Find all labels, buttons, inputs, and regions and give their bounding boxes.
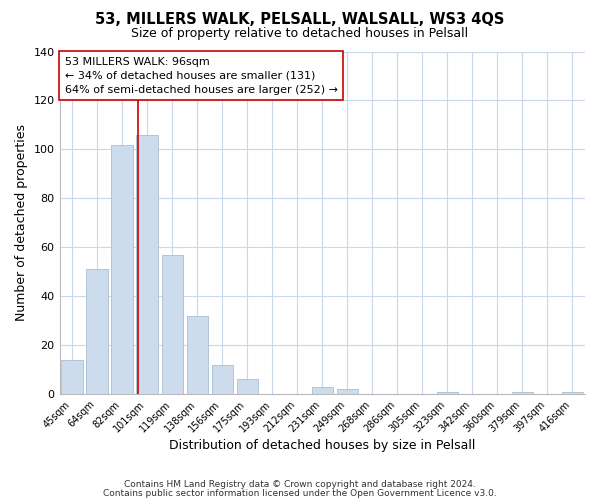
Text: Size of property relative to detached houses in Pelsall: Size of property relative to detached ho… bbox=[131, 28, 469, 40]
X-axis label: Distribution of detached houses by size in Pelsall: Distribution of detached houses by size … bbox=[169, 440, 475, 452]
Text: 53, MILLERS WALK, PELSALL, WALSALL, WS3 4QS: 53, MILLERS WALK, PELSALL, WALSALL, WS3 … bbox=[95, 12, 505, 28]
Bar bbox=[61, 360, 83, 394]
Bar bbox=[512, 392, 533, 394]
Bar bbox=[187, 316, 208, 394]
Y-axis label: Number of detached properties: Number of detached properties bbox=[15, 124, 28, 322]
Text: 53 MILLERS WALK: 96sqm
← 34% of detached houses are smaller (131)
64% of semi-de: 53 MILLERS WALK: 96sqm ← 34% of detached… bbox=[65, 56, 338, 94]
Bar bbox=[311, 387, 333, 394]
Bar bbox=[236, 380, 258, 394]
Text: Contains HM Land Registry data © Crown copyright and database right 2024.: Contains HM Land Registry data © Crown c… bbox=[124, 480, 476, 489]
Bar bbox=[337, 390, 358, 394]
Bar bbox=[212, 365, 233, 394]
Bar bbox=[136, 134, 158, 394]
Text: Contains public sector information licensed under the Open Government Licence v3: Contains public sector information licen… bbox=[103, 488, 497, 498]
Bar bbox=[161, 254, 183, 394]
Bar bbox=[562, 392, 583, 394]
Bar bbox=[86, 270, 108, 394]
Bar bbox=[112, 144, 133, 394]
Bar bbox=[437, 392, 458, 394]
